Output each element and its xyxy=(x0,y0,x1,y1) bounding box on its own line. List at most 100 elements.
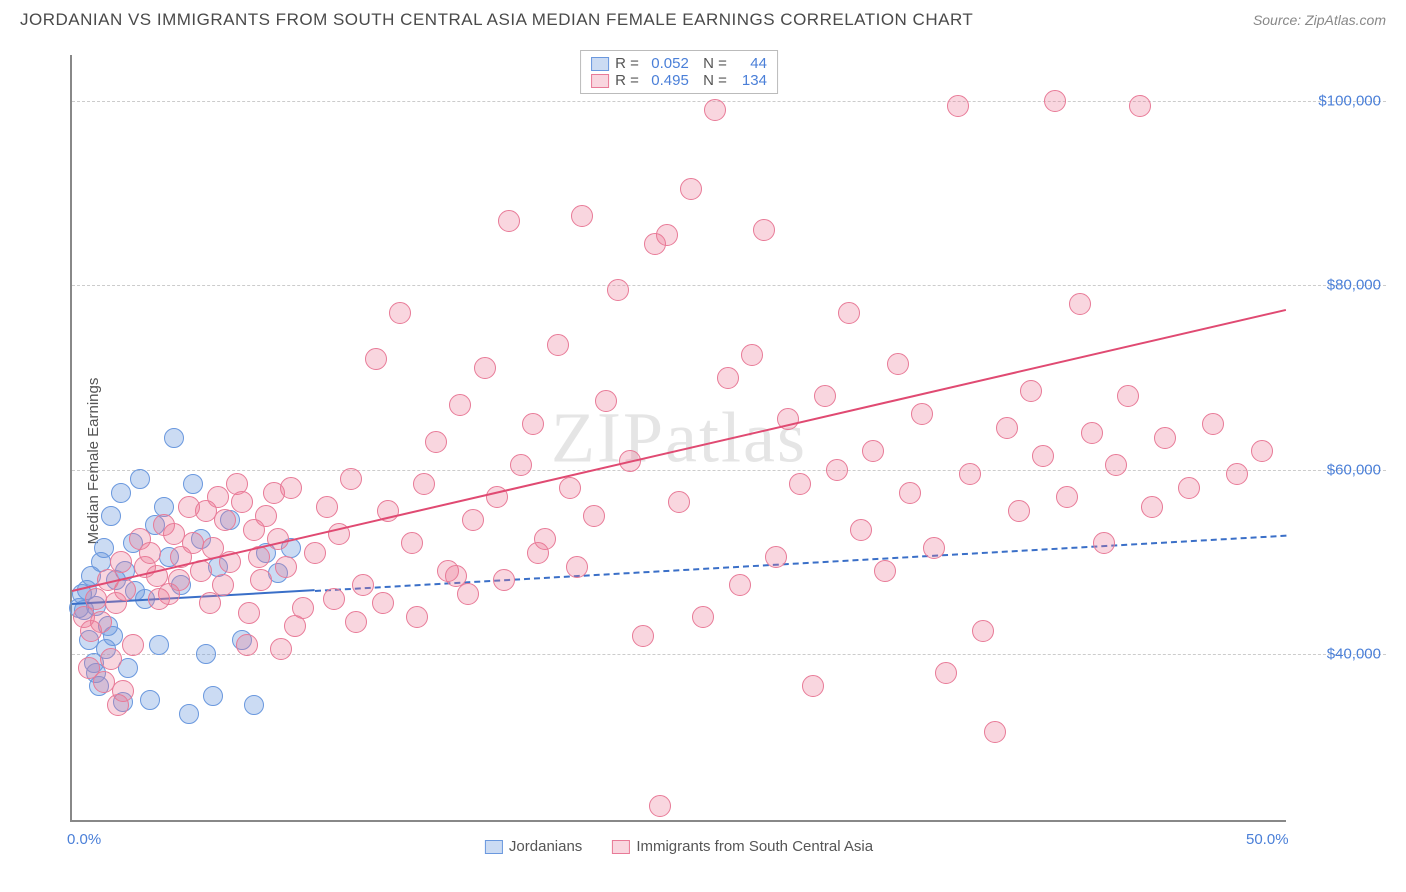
data-point xyxy=(107,694,129,716)
data-point xyxy=(340,468,362,490)
data-point xyxy=(183,474,203,494)
r-label: R = xyxy=(615,72,639,89)
data-point xyxy=(1154,427,1176,449)
data-point xyxy=(401,532,423,554)
data-point xyxy=(1178,477,1200,499)
data-point xyxy=(250,569,272,591)
data-point xyxy=(164,428,184,448)
data-point xyxy=(607,279,629,301)
data-point xyxy=(632,625,654,647)
legend-label: Immigrants from South Central Asia xyxy=(636,838,873,855)
plot-region: ZIPatlas R =0.052 N =44R =0.495 N =134 J… xyxy=(70,55,1286,822)
data-point xyxy=(214,509,236,531)
data-point xyxy=(802,675,824,697)
data-point xyxy=(887,353,909,375)
data-point xyxy=(527,542,549,564)
data-point xyxy=(826,459,848,481)
legend-item: Jordanians xyxy=(485,838,582,855)
data-point xyxy=(203,686,223,706)
data-point xyxy=(510,454,532,476)
n-value: 134 xyxy=(733,72,767,89)
legend-swatch xyxy=(612,840,630,854)
gridline xyxy=(72,101,1386,102)
data-point xyxy=(255,505,277,527)
gridline xyxy=(72,654,1386,655)
data-point xyxy=(583,505,605,527)
legend-label: Jordanians xyxy=(509,838,582,855)
stats-legend: R =0.052 N =44R =0.495 N =134 xyxy=(580,50,778,94)
n-label: N = xyxy=(695,72,727,89)
data-point xyxy=(179,704,199,724)
stats-row: R = 0.495 N = 134 xyxy=(591,72,767,89)
data-point xyxy=(457,583,479,605)
data-point xyxy=(493,569,515,591)
data-point xyxy=(139,542,161,564)
legend-swatch xyxy=(591,57,609,71)
data-point xyxy=(1008,500,1030,522)
data-point xyxy=(267,528,289,550)
data-point xyxy=(122,634,144,656)
data-point xyxy=(389,302,411,324)
legend-swatch xyxy=(485,840,503,854)
data-point xyxy=(316,496,338,518)
data-point xyxy=(345,611,367,633)
data-point xyxy=(1069,293,1091,315)
data-point xyxy=(1226,463,1248,485)
data-point xyxy=(148,588,170,610)
data-point xyxy=(1202,413,1224,435)
data-point xyxy=(765,546,787,568)
data-point xyxy=(182,532,204,554)
data-point xyxy=(838,302,860,324)
data-point xyxy=(1020,380,1042,402)
data-point xyxy=(923,537,945,559)
data-point xyxy=(1081,422,1103,444)
data-point xyxy=(78,657,100,679)
data-point xyxy=(323,588,345,610)
data-point xyxy=(140,690,160,710)
data-point xyxy=(449,394,471,416)
data-point xyxy=(462,509,484,531)
data-point xyxy=(1251,440,1273,462)
data-point xyxy=(304,542,326,564)
data-point xyxy=(1141,496,1163,518)
data-point xyxy=(571,205,593,227)
data-point xyxy=(280,477,302,499)
data-point xyxy=(789,473,811,495)
watermark: ZIPatlas xyxy=(551,396,807,479)
data-point xyxy=(236,634,258,656)
data-point xyxy=(874,560,896,582)
source-label: Source: ZipAtlas.com xyxy=(1253,12,1386,28)
data-point xyxy=(717,367,739,389)
data-point xyxy=(114,579,136,601)
data-point xyxy=(130,469,150,489)
data-point xyxy=(425,431,447,453)
r-value: 0.495 xyxy=(645,72,689,89)
data-point xyxy=(238,602,260,624)
data-point xyxy=(911,403,933,425)
data-point xyxy=(753,219,775,241)
data-point xyxy=(814,385,836,407)
data-point xyxy=(196,644,216,664)
data-point xyxy=(1093,532,1115,554)
data-point xyxy=(959,463,981,485)
data-point xyxy=(668,491,690,513)
data-point xyxy=(656,224,678,246)
data-point xyxy=(595,390,617,412)
data-point xyxy=(741,344,763,366)
data-point xyxy=(1117,385,1139,407)
data-point xyxy=(984,721,1006,743)
data-point xyxy=(90,611,112,633)
data-point xyxy=(111,483,131,503)
data-point xyxy=(862,440,884,462)
r-label: R = xyxy=(615,55,639,72)
data-point xyxy=(149,635,169,655)
data-point xyxy=(101,506,121,526)
data-point xyxy=(207,486,229,508)
x-tick-label: 50.0% xyxy=(1246,831,1289,848)
data-point xyxy=(996,417,1018,439)
data-point xyxy=(100,648,122,670)
data-point xyxy=(270,638,292,660)
data-point xyxy=(199,592,221,614)
n-value: 44 xyxy=(733,55,767,72)
data-point xyxy=(284,615,306,637)
